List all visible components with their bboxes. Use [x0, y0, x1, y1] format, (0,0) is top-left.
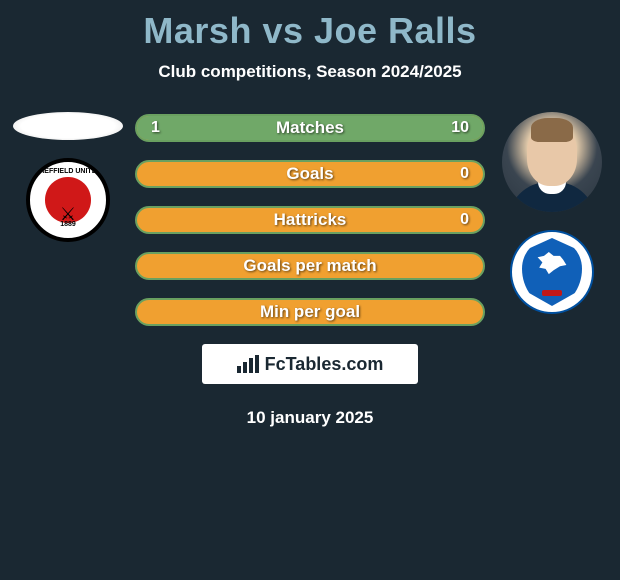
- stat-bar: Goals per match: [135, 252, 485, 280]
- page-subtitle: Club competitions, Season 2024/2025: [10, 62, 610, 82]
- stat-bars-column: 1 Matches 10 Goals 0 Hattricks 0 Goals per matc…: [135, 112, 485, 326]
- right-club-badge: [510, 230, 594, 314]
- page-title: Marsh vs Joe Ralls: [10, 10, 610, 52]
- stat-label: Matches: [276, 118, 344, 138]
- stats-comparison-card: Marsh vs Joe Ralls Club competitions, Se…: [0, 0, 620, 436]
- stat-bar: Goals 0: [135, 160, 485, 188]
- player-shoulders: [508, 182, 596, 212]
- bar-chart-icon: [237, 355, 259, 373]
- branding-text: FcTables.com: [265, 354, 384, 375]
- stat-label: Goals: [286, 164, 333, 184]
- stat-bar: 1 Matches 10: [135, 114, 485, 142]
- badge-text-top: SHEFFIELD UNITED: [30, 168, 106, 175]
- badge-year: 1889: [30, 221, 106, 228]
- left-player-photo: [13, 112, 123, 140]
- stat-value-left: 1: [151, 119, 160, 137]
- branding-panel[interactable]: FcTables.com: [202, 344, 418, 384]
- left-club-badge: SHEFFIELD UNITED 1889: [26, 158, 110, 242]
- stat-label: Min per goal: [260, 302, 360, 322]
- stat-label: Hattricks: [274, 210, 347, 230]
- stat-value-right: 10: [451, 119, 469, 137]
- comparison-row: SHEFFIELD UNITED 1889 1Matches10Goals0Ha…: [10, 112, 610, 326]
- cardiff-shield: [522, 238, 582, 306]
- right-player-photo: [502, 112, 602, 212]
- date-line: 10 january 2025: [10, 408, 610, 428]
- right-player-column: [497, 112, 607, 314]
- left-player-column: SHEFFIELD UNITED 1889: [13, 112, 123, 242]
- stat-bar: Min per goal: [135, 298, 485, 326]
- stat-value-right: 0: [460, 165, 469, 183]
- stat-bar: Hattricks 0: [135, 206, 485, 234]
- stat-value-right: 0: [460, 211, 469, 229]
- player-face: [527, 126, 577, 186]
- stat-label: Goals per match: [243, 256, 376, 276]
